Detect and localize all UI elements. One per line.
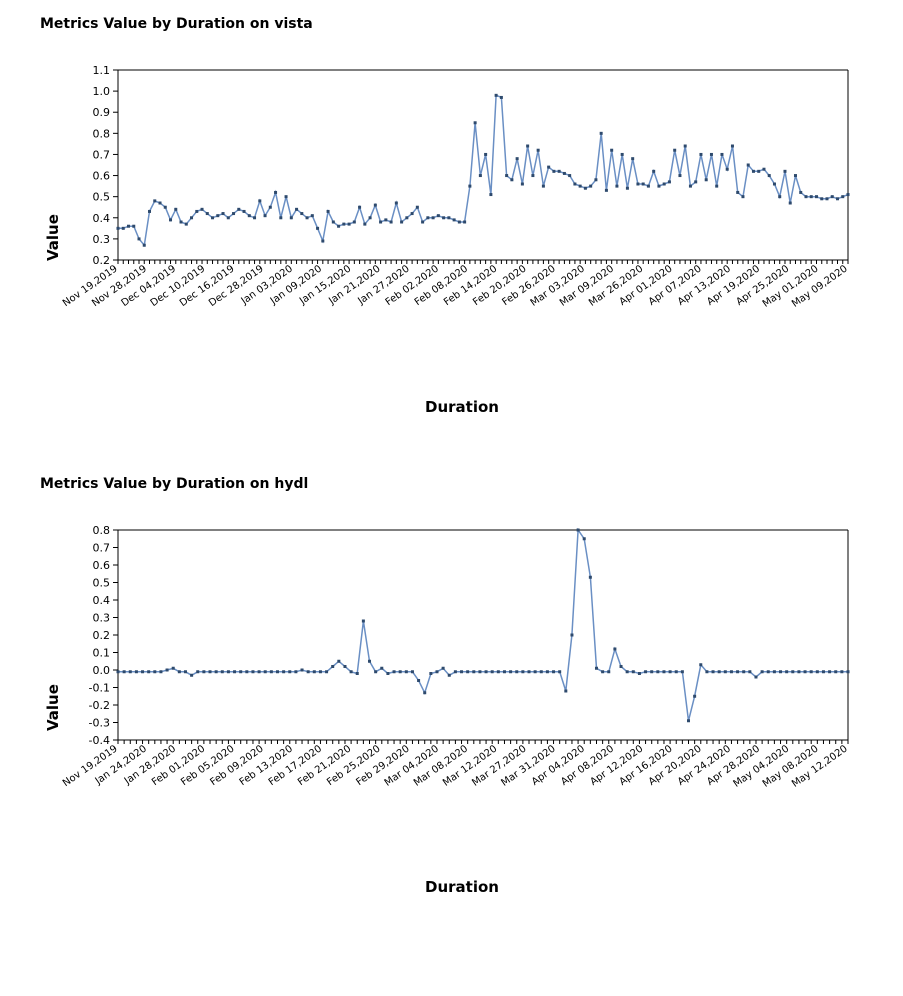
- svg-text:0.1: 0.1: [93, 647, 111, 660]
- series-line: [118, 530, 848, 721]
- chart-area: Value -0.4 -0.3 -0.2 -0.1 0.0 0.1 0.2 0.3 0.4 0.5 0…: [40, 520, 887, 896]
- svg-text:0.6: 0.6: [93, 559, 111, 572]
- svg-text:0.5: 0.5: [93, 577, 111, 590]
- chart-title: Metrics Value by Duration on vista: [40, 16, 887, 32]
- svg-text:0.6: 0.6: [93, 170, 111, 183]
- svg-text:-0.2: -0.2: [89, 699, 110, 712]
- chart-svg: 0.20.30.40.50.60.70.80.91.01.1Nov 19,201…: [62, 60, 862, 390]
- svg-text:0.2: 0.2: [93, 629, 111, 642]
- svg-text:0.3: 0.3: [93, 612, 111, 625]
- series-line: [118, 95, 848, 245]
- svg-text:0.4: 0.4: [93, 594, 111, 607]
- y-axis-title: Value: [40, 198, 62, 278]
- svg-text:-0.1: -0.1: [89, 682, 110, 695]
- plot-wrap: -0.4 -0.3 -0.2 -0.1 0.0 0.1 0.2 0.3 0.4 0.5 0.6 0.7…: [62, 520, 862, 896]
- chart-block: Metrics Value by Duration on vista Value 0…: [40, 16, 887, 416]
- svg-text:-0.3: -0.3: [89, 717, 110, 730]
- svg-text:1.1: 1.1: [93, 64, 111, 77]
- chart-svg: -0.4 -0.3 -0.2 -0.1 0.0 0.1 0.2 0.3 0.4 0.5 0.6 0.7…: [62, 520, 862, 870]
- svg-text:0.0: 0.0: [93, 664, 111, 677]
- svg-text:0.7: 0.7: [93, 148, 111, 161]
- chart-area: Value0.20.30.40.50.60.70.80.91.01.1Nov 1…: [40, 60, 887, 416]
- chart-title: Metrics Value by Duration on hydl: [40, 476, 887, 492]
- svg-text:0.2: 0.2: [93, 254, 111, 267]
- svg-text:0.8: 0.8: [93, 127, 111, 140]
- svg-text:0.9: 0.9: [93, 106, 111, 119]
- svg-text:0.7: 0.7: [93, 542, 111, 555]
- svg-text:1.0: 1.0: [93, 85, 111, 98]
- svg-text:0.3: 0.3: [93, 233, 111, 246]
- svg-text:-0.4: -0.4: [89, 734, 110, 747]
- plot-wrap: 0.20.30.40.50.60.70.80.91.01.1Nov 19,201…: [62, 60, 862, 416]
- chart-block: Metrics Value by Duration on hydlValue-0…: [40, 476, 887, 896]
- svg-text:0.5: 0.5: [93, 191, 111, 204]
- x-axis-title: Duration: [62, 878, 862, 896]
- svg-text:0.8: 0.8: [93, 524, 111, 537]
- x-axis-title: Duration: [62, 398, 862, 416]
- svg-text:0.4: 0.4: [93, 212, 111, 225]
- y-axis-title: Value: [40, 668, 62, 748]
